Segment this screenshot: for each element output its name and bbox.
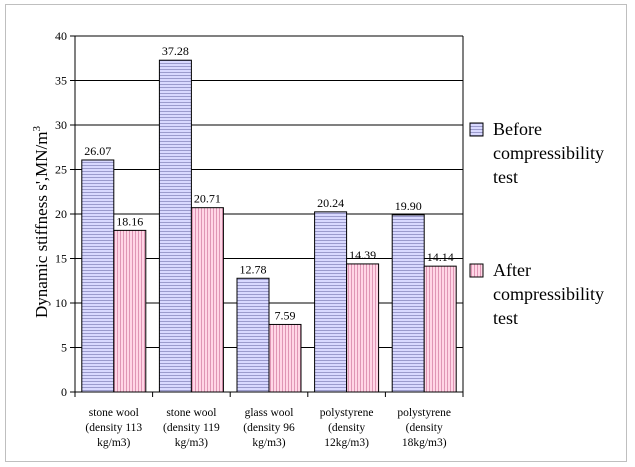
category-label-line: kg/m3) bbox=[252, 437, 285, 449]
legend-label-line: compressibility bbox=[493, 284, 604, 304]
category-label-line: stone wool bbox=[89, 407, 139, 419]
y-tick-label: 20 bbox=[55, 207, 67, 221]
data-label: 37.28 bbox=[162, 44, 189, 58]
category-label-line: (density 119 bbox=[163, 422, 220, 434]
bar-before-2 bbox=[236, 277, 270, 393]
bar-before-4 bbox=[391, 214, 425, 393]
bar-before-3 bbox=[314, 211, 348, 393]
legend-swatch-before bbox=[469, 122, 484, 137]
category-label: stone wool (density 119 kg/m3) bbox=[163, 407, 220, 449]
data-label: 19.90 bbox=[395, 199, 422, 213]
data-label: 20.71 bbox=[194, 192, 221, 206]
bar-after-3 bbox=[346, 263, 380, 393]
y-axis-label-main: Dynamic stiffness s',MN/m bbox=[32, 132, 51, 318]
y-axis-label-sup: 3 bbox=[31, 126, 43, 132]
data-label: 7.59 bbox=[275, 308, 296, 322]
data-label: 18.16 bbox=[116, 214, 143, 228]
category-label-line: stone wool bbox=[166, 407, 216, 419]
category-label-line: kg/m3) bbox=[175, 437, 208, 449]
category-label-line: polystyrene bbox=[397, 407, 451, 419]
data-label: 26.07 bbox=[84, 144, 111, 158]
y-tick-label: 0 bbox=[61, 385, 67, 399]
y-axis-ticks: 0 5 10 15 20 25 30 35 40 bbox=[55, 29, 75, 399]
category-label-line: kg/m3) bbox=[97, 437, 130, 449]
legend-label-line: test bbox=[493, 308, 518, 328]
legend-label-before: Before compressibility test bbox=[493, 119, 604, 187]
bars bbox=[81, 59, 457, 393]
y-tick-label: 25 bbox=[55, 163, 67, 177]
y-axis-label: Dynamic stiffness s',MN/m3 bbox=[31, 126, 51, 318]
category-label-line: (density 96 bbox=[243, 422, 295, 434]
bar-before-1 bbox=[158, 59, 192, 393]
bar-after-4 bbox=[423, 265, 457, 393]
x-axis-categories: stone wool (density 113 kg/m3) stone wool (d… bbox=[74, 392, 464, 449]
category-label-line: 12kg/m3) bbox=[324, 437, 369, 449]
data-label: 20.24 bbox=[317, 196, 344, 210]
axes bbox=[74, 36, 464, 393]
category-label-line: (density 113 bbox=[85, 422, 142, 434]
bar-after-0 bbox=[113, 229, 147, 393]
data-label: 12.78 bbox=[240, 262, 267, 276]
category-label: glass wool (density 96 kg/m3) bbox=[243, 407, 295, 449]
bar-before-0 bbox=[81, 159, 115, 393]
category-label-line: (density bbox=[328, 422, 365, 434]
category-label: stone wool (density 113 kg/m3) bbox=[85, 407, 142, 449]
legend-swatch-after bbox=[469, 263, 484, 278]
bar-after-2 bbox=[268, 323, 302, 393]
legend-label-after: After compressibility test bbox=[493, 260, 604, 328]
legend-label-line: test bbox=[493, 167, 518, 187]
data-labels: 26.07 18.16 37.28 20.71 12.78 7.59 20.24 14.39 1… bbox=[84, 44, 453, 322]
y-tick-label: 10 bbox=[55, 296, 67, 310]
legend-label-line: compressibility bbox=[493, 143, 604, 163]
svg-text:Dynamic stiffness s',MN/m3: Dynamic stiffness s',MN/m3 bbox=[31, 126, 51, 318]
category-label-line: 18kg/m3) bbox=[402, 437, 447, 449]
category-label-line: polystyrene bbox=[320, 407, 374, 419]
category-label-line: glass wool bbox=[245, 407, 294, 419]
legend-label-line: Before bbox=[493, 119, 542, 139]
y-tick-label: 40 bbox=[55, 29, 67, 43]
category-label: polystyrene (density 12kg/m3) bbox=[320, 407, 374, 449]
y-tick-label: 15 bbox=[55, 252, 67, 266]
data-label: 14.39 bbox=[349, 248, 376, 262]
y-tick-label: 30 bbox=[55, 118, 67, 132]
legend: Before compressibility test After compressib… bbox=[469, 119, 604, 328]
data-label: 14.14 bbox=[427, 250, 454, 264]
bar-after-1 bbox=[190, 207, 224, 393]
category-label-line: (density bbox=[406, 422, 443, 434]
y-tick-label: 35 bbox=[55, 74, 67, 88]
legend-label-line: After bbox=[493, 260, 531, 280]
y-tick-label: 5 bbox=[61, 341, 67, 355]
category-label: polystyrene (density 18kg/m3) bbox=[397, 407, 451, 449]
